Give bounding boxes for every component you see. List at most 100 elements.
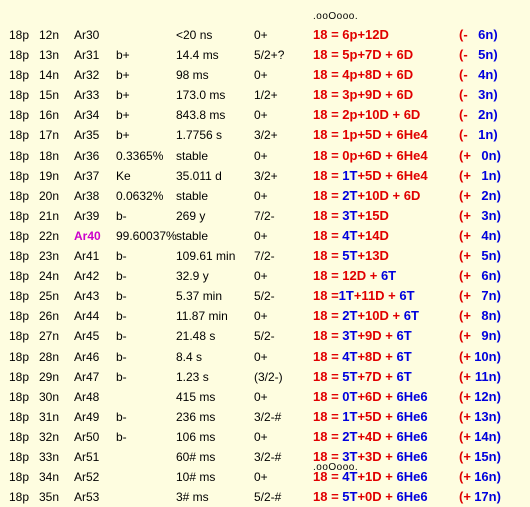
balance-value: 1n) [481,167,501,183]
neutron-count: 24n [39,269,60,284]
decomposition-equation: 18 = 4T+14D [313,226,389,246]
neutron-balance: (- 5n) [459,45,498,65]
half-life: 173.0 ms [176,88,226,103]
neutron-count: 25n [39,289,60,304]
neutron-balance: (+ 1n) [459,166,501,186]
neutron-count: 32n [39,429,60,444]
equation-part: 18 = [313,469,343,485]
proton-count: 18p [9,429,30,444]
balance-sign: (- [459,67,468,83]
half-life: 1.7756 s [176,128,223,143]
equation-part: 6He6 [396,448,428,464]
equation-part: 2T [342,187,358,203]
spin-parity: 0+ [254,148,268,163]
equation-part: 6T [399,288,415,304]
decomposition-equation: 18 = 4T+8D + 6T [313,347,412,367]
decay-mode: b+ [116,108,130,123]
neutron-count: 26n [39,309,60,324]
equation-part: 18 = 0p+6D + 6He4 [313,147,428,163]
decomposition-equation: 18 = 2T+10D + 6T [313,306,419,326]
balance-value: 12n) [474,388,501,404]
equation-part: +5D + 6He4 [357,167,428,183]
equation-part: 5T [342,248,358,264]
neutron-count: 20n [39,188,60,203]
neutron-balance: (+ 3n) [459,206,501,226]
neutron-balance: (+ 17n) [459,487,501,507]
neutron-count: 15n [39,88,60,103]
equation-part: 18 = [313,248,343,264]
table-row: 18p 26n Ar44 b- 11.87 min 0+ 18 = 2T+10D + 6T (… [0,306,530,326]
balance-value: 16n) [474,469,501,485]
table-row: 18p 16n Ar34 b+ 843.8 ms 0+ 18 = 2p+10D + 6D (-… [0,105,530,125]
equation-part: 18 = 4p+8D + 6D [313,67,414,83]
neutron-balance: (+ 2n) [459,186,501,206]
equation-part: 3T [342,328,358,344]
decomposition-equation: 18 = 6p+12D [313,25,389,45]
isotope-name: Ar45 [74,329,100,344]
spin-parity: 0+ [254,470,268,485]
equation-part: 18 = [313,368,343,384]
proton-count: 18p [9,249,30,264]
spin-parity: 3/2+ [254,168,278,183]
half-life: 60# ms [176,449,216,464]
balance-value: 9n) [481,328,501,344]
neutron-count: 33n [39,449,60,464]
decomposition-equation: 18 = 12D + 6T [313,266,396,286]
spin-parity: 3/2+ [254,128,278,143]
isotope-name: Ar43 [74,289,100,304]
equation-part: 6He6 [396,469,428,485]
equation-part: 4T [342,469,358,485]
decomposition-equation: 18 = 0p+6D + 6He4 [313,146,428,166]
neutron-balance: (+ 5n) [459,246,501,266]
balance-sign: (+ [459,147,471,163]
neutron-count: 34n [39,470,60,485]
balance-sign: (+ [459,248,471,264]
equation-part: +7D + [357,368,397,384]
half-life: 269 y [176,208,206,223]
half-life: stable [176,228,209,243]
balance-sign: (+ [459,227,471,243]
half-life: 10# ms [176,470,216,485]
isotope-name: Ar51 [74,449,100,464]
balance-sign: (+ [459,368,471,384]
decay-mode: b- [116,289,127,304]
equation-part: 0T [342,388,358,404]
neutron-count: 21n [39,208,60,223]
balance-value: 4n) [478,67,498,83]
half-life: 32.9 y [176,269,209,284]
spin-parity: 0+ [254,349,268,364]
proton-count: 18p [9,269,30,284]
neutron-balance: (+ 8n) [459,306,501,326]
equation-part: 2T [342,308,358,324]
neutron-balance: (+ 12n) [459,387,501,407]
decomposition-equation: 18 = 3T+3D + 6He6 [313,447,428,467]
neutron-count: 12n [39,28,60,42]
half-life: 21.48 s [176,329,216,344]
isotope-name: Ar32 [74,68,100,83]
dots-bottom: .ooOooo. [313,462,359,473]
table-row: 18p 35n Ar53 3# ms 5/2-# 18 = 5T+0D + 6He6 (+ 1… [0,487,530,507]
decay-mode: b- [116,269,127,284]
balance-value: 1n) [478,127,498,143]
balance-sign: (+ [459,207,471,223]
equation-part: 6He6 [396,408,428,424]
decay-mode: b- [116,309,127,324]
balance-value: 5n) [481,248,501,264]
balance-sign: (+ [459,288,471,304]
decay-mode: b- [116,249,127,264]
spin-parity: 0+ [254,429,268,444]
equation-part: 18 = [313,328,343,344]
decay-mode: 0.0632% [116,188,164,203]
balance-value: 6n) [481,268,501,284]
isotope-name: Ar46 [74,349,100,364]
balance-value: 6n) [478,27,498,42]
proton-count: 18p [9,389,30,404]
equation-part: 18 = 12D + [313,268,381,284]
equation-part: 4T [342,227,358,243]
decomposition-equation: 18 = 4T+1D + 6He6 [313,467,428,487]
table-row: 18p 19n Ar37 Ke 35.011 d 3/2+ 18 = 1T+5D + 6He… [0,166,530,186]
equation-part: +6D + [357,388,397,404]
equation-part: 18 = [313,348,343,364]
decay-mode: b- [116,429,127,444]
proton-count: 18p [9,309,30,324]
